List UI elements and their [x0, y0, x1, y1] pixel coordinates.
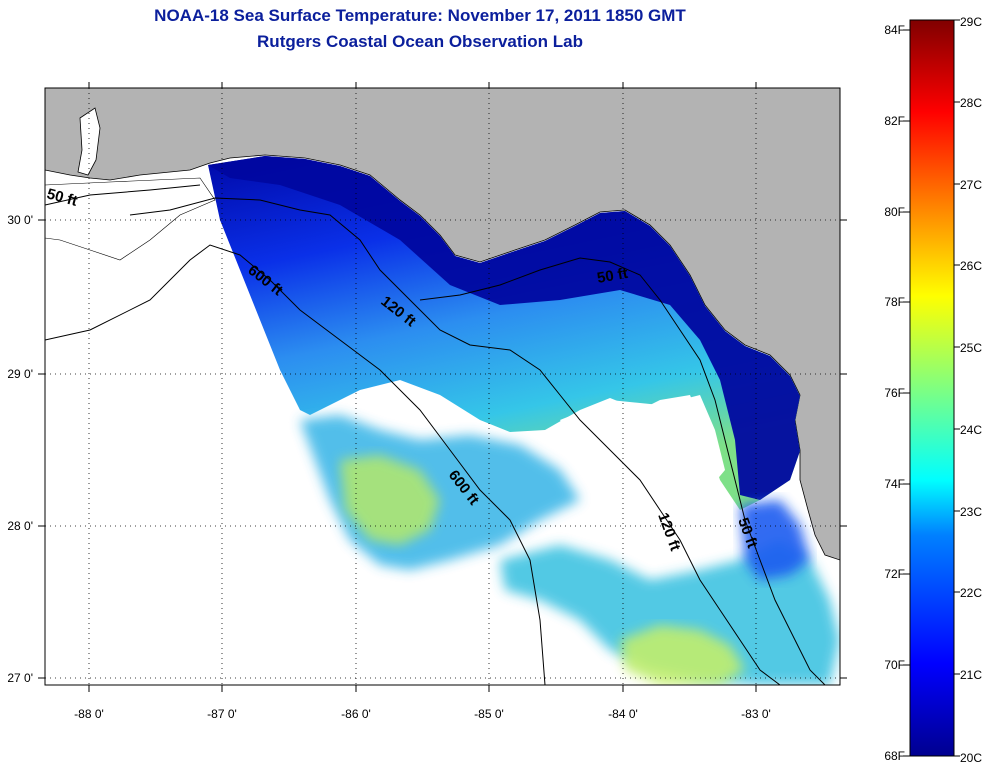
- colorbar-gradient: [909, 19, 955, 757]
- lon-label: -83 0': [741, 707, 771, 721]
- lon-label: -84 0': [608, 707, 638, 721]
- map-frame: [44, 87, 841, 686]
- colorbar-c-label: 25C: [960, 341, 982, 355]
- colorbar-c-label: 21C: [960, 668, 982, 682]
- colorbar-c-label: 24C: [960, 423, 982, 437]
- colorbar-f-label: 76F: [884, 386, 905, 400]
- map-title: NOAA-18 Sea Surface Temperature: Novembe…: [154, 6, 686, 25]
- axis-ticks: [38, 82, 847, 692]
- cloud-nodata: [560, 395, 725, 520]
- colorbar-c-label: 26C: [960, 259, 982, 273]
- longitude-labels: -88 0' -87 0' -86 0' -85 0' -84 0' -83 0…: [74, 707, 771, 721]
- colorbar-f-label: 74F: [884, 477, 905, 491]
- colorbar-c-label: 29C: [960, 15, 982, 29]
- land-mass: [45, 88, 840, 561]
- contour-label-50ft-east: 50 ft: [596, 265, 629, 287]
- colorbar: 84F 82F 80F 78F 76F 74F 72F 70F 68F 29C …: [884, 15, 982, 765]
- colorbar-c-label: 27C: [960, 178, 982, 192]
- colorbar-c-label: 28C: [960, 96, 982, 110]
- sst-swath: [208, 156, 840, 685]
- lon-label: -88 0': [74, 707, 104, 721]
- colorbar-f-label: 78F: [884, 295, 905, 309]
- colorbar-f-label: 68F: [884, 749, 905, 763]
- lon-label: -85 0': [474, 707, 504, 721]
- bay-inlet: [77, 107, 101, 176]
- colorbar-c-label: 22C: [960, 586, 982, 600]
- colorbar-f-label: 82F: [884, 114, 905, 128]
- colorbar-f-label: 84F: [884, 23, 905, 37]
- lat-label: 30 0': [7, 213, 33, 227]
- lon-label: -87 0': [207, 707, 237, 721]
- colorbar-c-label: 23C: [960, 505, 982, 519]
- map-subtitle: Rutgers Coastal Ocean Observation Lab: [257, 32, 583, 51]
- lon-label: -86 0': [341, 707, 371, 721]
- colorbar-f-label: 72F: [884, 567, 905, 581]
- lat-label: 28 0': [7, 519, 33, 533]
- latitude-labels: 30 0' 29 0' 28 0' 27 0': [7, 213, 33, 685]
- colorbar-f-label: 80F: [884, 205, 905, 219]
- western-shelf-nodata: [45, 177, 216, 261]
- lat-label: 29 0': [7, 367, 33, 381]
- colorbar-c-label: 20C: [960, 751, 982, 765]
- lat-label: 27 0': [7, 671, 33, 685]
- colorbar-f-label: 70F: [884, 658, 905, 672]
- bathymetry-contours: [45, 184, 826, 685]
